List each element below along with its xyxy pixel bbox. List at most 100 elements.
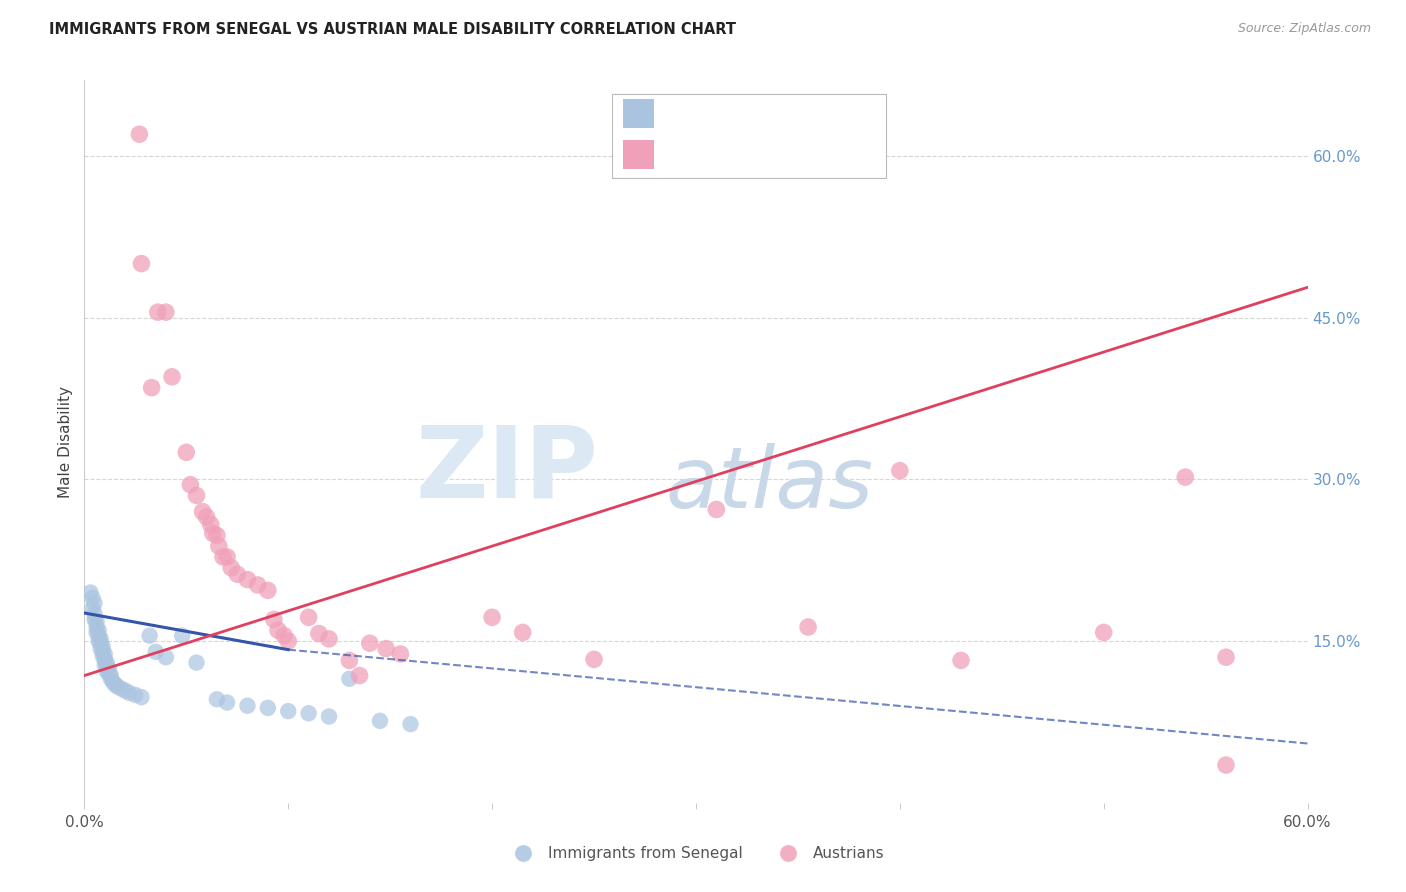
- Point: [87, 629, 110, 643]
- Point: [212, 549, 235, 564]
- Point: [359, 636, 381, 650]
- Point: [298, 610, 321, 624]
- Point: [174, 445, 197, 459]
- Point: [82, 601, 104, 615]
- Point: [93, 652, 115, 666]
- Legend: Immigrants from Senegal, Austrians: Immigrants from Senegal, Austrians: [502, 840, 890, 867]
- Point: [201, 526, 224, 541]
- Point: [160, 369, 183, 384]
- Point: [96, 665, 118, 679]
- Point: [124, 688, 146, 702]
- Point: [219, 560, 242, 574]
- Point: [308, 626, 330, 640]
- Point: [93, 647, 115, 661]
- Point: [90, 636, 112, 650]
- Point: [83, 607, 105, 621]
- Point: [1174, 470, 1197, 484]
- Point: [481, 610, 503, 624]
- Point: [93, 657, 115, 672]
- Point: [79, 585, 101, 599]
- Point: [155, 650, 177, 665]
- Point: [138, 629, 160, 643]
- Text: atlas: atlas: [665, 443, 873, 526]
- Point: [97, 662, 120, 676]
- Point: [205, 528, 228, 542]
- Point: [205, 692, 228, 706]
- Point: [368, 714, 391, 728]
- Point: [96, 660, 118, 674]
- Point: [87, 634, 110, 648]
- Point: [1215, 650, 1237, 665]
- Point: [141, 381, 163, 395]
- Point: [100, 672, 122, 686]
- Point: [399, 717, 422, 731]
- Y-axis label: Male Disability: Male Disability: [58, 385, 73, 498]
- Point: [91, 649, 114, 664]
- Point: [146, 305, 169, 319]
- Point: [91, 640, 114, 654]
- Point: [191, 505, 214, 519]
- Point: [257, 583, 280, 598]
- Point: [277, 634, 299, 648]
- Point: [217, 696, 239, 710]
- Point: [118, 686, 141, 700]
- Point: [267, 624, 290, 638]
- Point: [90, 641, 112, 656]
- Point: [96, 656, 118, 670]
- Point: [97, 666, 120, 681]
- Point: [105, 679, 128, 693]
- Point: [339, 672, 361, 686]
- Point: [236, 698, 259, 713]
- Text: ZIP: ZIP: [415, 422, 598, 519]
- Text: Source: ZipAtlas.com: Source: ZipAtlas.com: [1237, 22, 1371, 36]
- Text: R = -0.224: R = -0.224: [662, 104, 761, 122]
- Text: IMMIGRANTS FROM SENEGAL VS AUSTRIAN MALE DISABILITY CORRELATION CHART: IMMIGRANTS FROM SENEGAL VS AUSTRIAN MALE…: [49, 22, 737, 37]
- Point: [263, 612, 285, 626]
- Point: [273, 629, 295, 643]
- Point: [91, 645, 114, 659]
- Point: [145, 645, 167, 659]
- Point: [298, 706, 321, 721]
- Point: [375, 641, 398, 656]
- Point: [512, 625, 534, 640]
- Point: [950, 653, 973, 667]
- Point: [246, 578, 269, 592]
- Point: [318, 632, 340, 646]
- Point: [349, 668, 371, 682]
- Text: N =  51: N = 51: [801, 104, 869, 122]
- Point: [236, 573, 259, 587]
- Point: [583, 652, 606, 666]
- Point: [128, 127, 150, 141]
- Point: [110, 681, 132, 696]
- Point: [131, 690, 153, 705]
- Point: [889, 464, 911, 478]
- Point: [131, 257, 153, 271]
- Point: [83, 596, 105, 610]
- Point: [797, 620, 820, 634]
- Point: [155, 305, 177, 319]
- Point: [186, 488, 208, 502]
- Point: [86, 625, 108, 640]
- Point: [200, 517, 222, 532]
- Point: [179, 477, 201, 491]
- Point: [339, 653, 361, 667]
- Point: [277, 704, 299, 718]
- Point: [90, 632, 112, 646]
- Point: [86, 620, 108, 634]
- Point: [217, 549, 239, 564]
- Point: [100, 668, 122, 682]
- Point: [82, 591, 104, 605]
- Point: [101, 675, 124, 690]
- Text: N = 45: N = 45: [801, 145, 863, 163]
- Point: [318, 709, 340, 723]
- Point: [706, 502, 728, 516]
- Point: [186, 656, 208, 670]
- Point: [114, 683, 136, 698]
- Text: R =  0.406: R = 0.406: [662, 145, 759, 163]
- Point: [226, 567, 249, 582]
- Point: [389, 647, 412, 661]
- Point: [208, 539, 231, 553]
- Point: [1092, 625, 1115, 640]
- Point: [1215, 758, 1237, 772]
- Point: [195, 510, 218, 524]
